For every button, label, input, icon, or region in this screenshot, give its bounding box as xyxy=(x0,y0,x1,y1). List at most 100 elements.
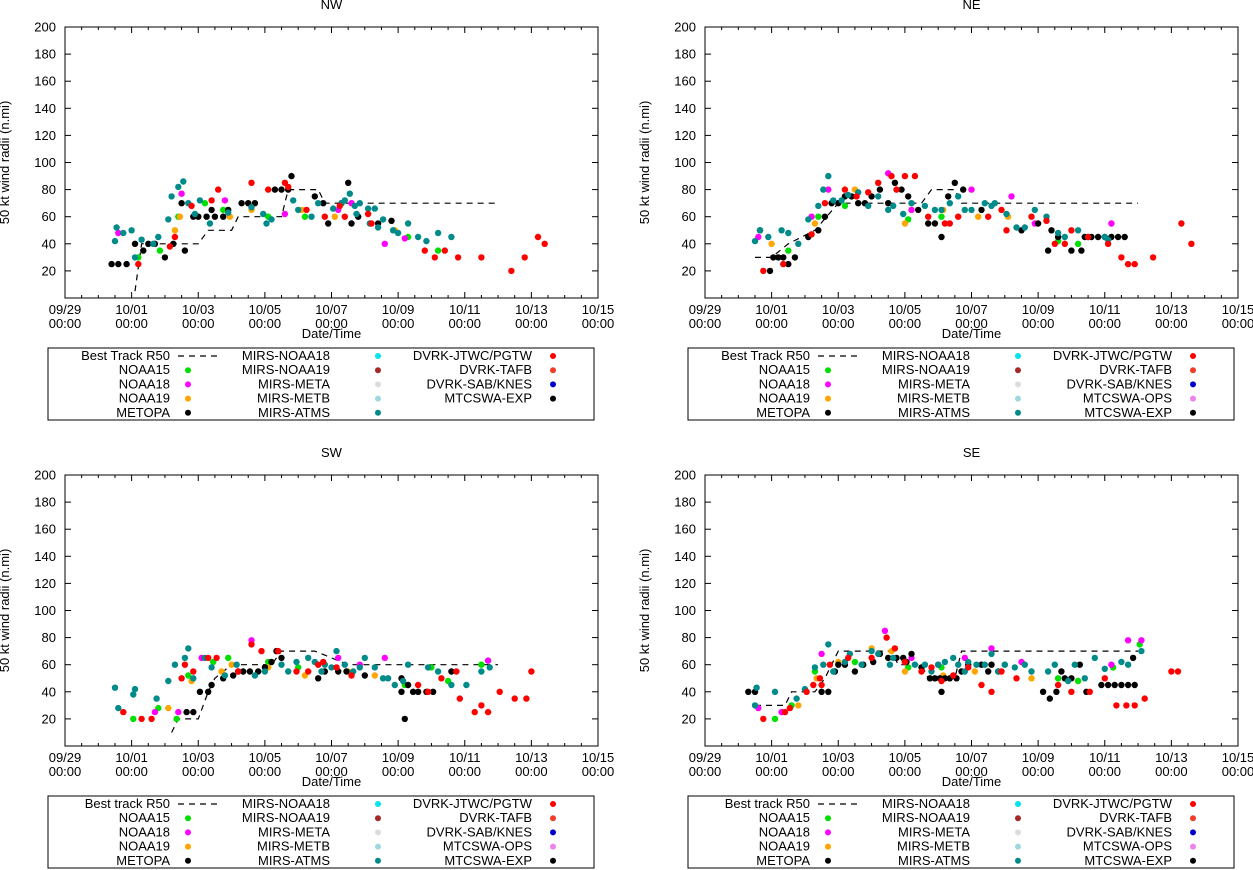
data-point xyxy=(178,675,185,682)
data-point xyxy=(185,645,192,652)
legend-box xyxy=(687,795,1235,869)
legend-label: MIRS-METB xyxy=(897,839,970,854)
legend-label: NOAA15 xyxy=(119,810,170,825)
data-point xyxy=(414,233,422,241)
data-point xyxy=(151,708,159,716)
data-point xyxy=(858,661,865,668)
data-point xyxy=(1174,668,1182,675)
data-point xyxy=(230,672,237,679)
x-tick-label: 00:00 xyxy=(955,764,988,779)
legend-box xyxy=(47,795,595,869)
x-tick-label: 09/29 xyxy=(49,750,82,765)
data-point xyxy=(890,654,897,662)
y-tick-label: 120 xyxy=(674,128,696,143)
data-point xyxy=(1003,227,1010,234)
legend-marker xyxy=(1015,353,1021,359)
data-point xyxy=(891,179,899,186)
data-point xyxy=(1044,668,1052,675)
data-point xyxy=(240,668,247,675)
data-point xyxy=(756,227,764,234)
data-point xyxy=(318,668,325,675)
data-point xyxy=(275,647,282,655)
data-point xyxy=(1118,658,1125,666)
legend-marker xyxy=(825,829,831,836)
data-point xyxy=(1104,240,1112,247)
x-tick-label: 00:00 xyxy=(315,316,348,331)
data-point xyxy=(825,186,832,193)
data-point xyxy=(946,220,953,227)
data-point xyxy=(938,688,945,695)
data-point xyxy=(171,233,179,241)
data-point xyxy=(803,688,810,695)
data-point xyxy=(825,172,832,180)
y-tick-label: 40 xyxy=(42,236,56,251)
data-point xyxy=(108,260,115,268)
y-tick-label: 40 xyxy=(42,684,56,699)
data-point xyxy=(248,641,255,648)
data-point xyxy=(745,688,752,695)
series-noaa19 xyxy=(171,206,398,234)
x-tick-label: 10/15 xyxy=(582,302,615,317)
data-point xyxy=(225,209,232,216)
data-point xyxy=(421,247,428,254)
y-tick-label: 160 xyxy=(34,522,56,537)
series-noaa18 xyxy=(755,170,1115,241)
data-point xyxy=(404,681,412,689)
data-point xyxy=(120,229,127,237)
data-point xyxy=(1101,675,1109,682)
data-point xyxy=(1071,661,1079,668)
data-point xyxy=(191,210,199,218)
data-point xyxy=(1108,661,1115,668)
data-point xyxy=(825,688,832,695)
data-point xyxy=(1094,233,1102,241)
data-point xyxy=(830,197,837,204)
data-point xyxy=(111,684,119,691)
data-point xyxy=(399,677,407,685)
data-point xyxy=(115,229,122,237)
data-point xyxy=(753,684,760,691)
data-point xyxy=(215,186,222,193)
data-point xyxy=(1044,247,1052,254)
series-dvrk-jtwc-pgtw xyxy=(135,179,548,275)
data-point xyxy=(988,650,995,658)
data-point xyxy=(893,186,900,193)
data-point xyxy=(333,647,340,655)
legend-label: DVRK-JTWC/PGTW xyxy=(1053,796,1173,811)
legend-label: NOAA18 xyxy=(759,824,810,839)
data-point xyxy=(1124,637,1132,644)
data-point xyxy=(760,715,767,723)
x-tick-label: 00:00 xyxy=(382,764,415,779)
x-axis-label: Date/Time xyxy=(942,326,1001,341)
legend-marker xyxy=(1190,367,1196,374)
data-point xyxy=(1034,220,1042,227)
legend-label: NOAA19 xyxy=(119,391,170,406)
legend-label: NOAA15 xyxy=(759,362,810,377)
data-point xyxy=(1078,247,1085,254)
data-point xyxy=(175,708,182,716)
x-tick-label: 00:00 xyxy=(755,316,788,331)
legend-label: MTCSWA-EXP xyxy=(444,391,532,406)
data-point xyxy=(1061,240,1069,247)
data-point xyxy=(795,240,802,247)
x-tick-label: 00:00 xyxy=(448,316,481,331)
legend-label: MIRS-ATMS xyxy=(898,405,970,420)
data-point xyxy=(1118,681,1125,689)
data-point xyxy=(315,661,322,668)
data-point xyxy=(765,233,772,241)
data-point xyxy=(818,681,825,689)
y-tick-label: 180 xyxy=(34,47,56,62)
legend-box xyxy=(47,347,595,421)
data-point xyxy=(1031,206,1039,214)
data-point xyxy=(908,200,915,207)
x-tick-label: 10/09 xyxy=(1022,750,1055,765)
data-point xyxy=(1084,233,1092,241)
data-point xyxy=(1053,688,1060,695)
series-noaa15 xyxy=(785,202,1115,254)
y-axis-label: 50 kt wind radii (n.mi) xyxy=(637,549,652,673)
data-point xyxy=(960,186,967,193)
legend-label: MIRS-META xyxy=(258,376,330,391)
data-point xyxy=(1124,260,1132,268)
legend-marker xyxy=(375,829,381,836)
data-point xyxy=(965,664,972,671)
data-point xyxy=(908,206,915,214)
